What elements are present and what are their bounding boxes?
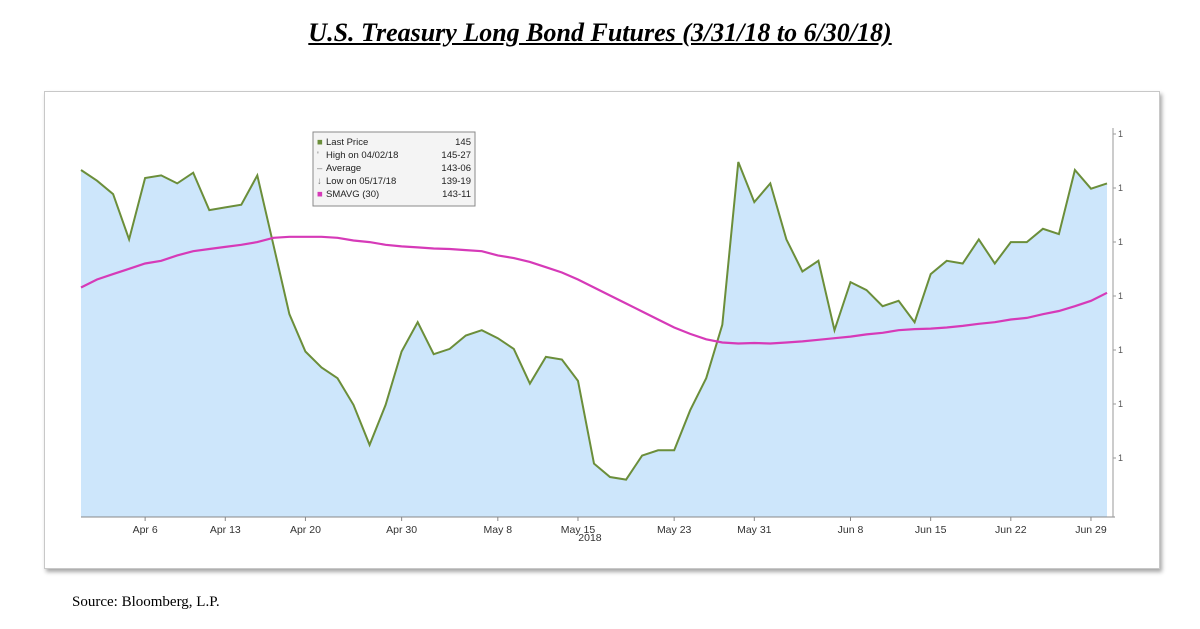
legend-marker-icon: ■	[317, 189, 323, 200]
x-tick-label: May 15	[561, 524, 596, 536]
x-tick-label: May 31	[737, 524, 772, 536]
legend-marker-icon: ↓	[317, 176, 322, 187]
plot-area	[80, 161, 1108, 517]
price-chart: Apr 6 Apr 13 Apr 20 Apr 30 May 8 May 15 May 23…	[80, 128, 1123, 544]
legend-value: 139-19	[441, 176, 471, 187]
legend-label: High on 04/02/18	[326, 150, 398, 161]
legend: ■ Last Price 145' High on 04/02/18 145-27– Av…	[312, 131, 476, 207]
x-tick-label: Apr 20	[290, 524, 321, 536]
legend-marker-icon: ■	[317, 137, 323, 148]
x-tick-label: Apr 13	[210, 524, 241, 536]
legend-box	[312, 131, 476, 207]
legend-label: Low on 05/17/18	[326, 176, 396, 187]
last-price-area	[81, 162, 1107, 517]
chart-frame: Apr 6 Apr 13 Apr 20 Apr 30 May 8 May 15 May 23…	[44, 91, 1160, 569]
legend-marker-icon: '	[317, 150, 319, 161]
smavg-line	[80, 235, 1108, 345]
right-tick-label: 1	[1118, 399, 1123, 409]
legend-label: Last Price	[326, 137, 368, 148]
right-tick-label: 1	[1118, 453, 1123, 463]
legend-label: Average	[326, 163, 361, 174]
right-tick-label: 1	[1118, 183, 1123, 193]
x-tick-label: Apr 30	[386, 524, 417, 536]
legend-marker-icon: –	[317, 163, 323, 174]
x-tick-label: Jun 8	[838, 524, 864, 536]
page-title: U.S. Treasury Long Bond Futures (3/31/18…	[308, 18, 892, 47]
x-axis-year-label: 2018	[578, 532, 602, 544]
right-tick-label: 1	[1118, 129, 1123, 139]
source-note: Source: Bloomberg, L.P.	[72, 594, 220, 610]
x-axis: Apr 6 Apr 13 Apr 20 Apr 30 May 8 May 15 May 23…	[81, 516, 1115, 544]
last-price-line	[80, 161, 1108, 481]
right-axis: 1 1 1 1 1 1 1	[1112, 128, 1123, 517]
legend-value: 143-06	[441, 163, 471, 174]
x-tick-label: Jun 22	[995, 524, 1027, 536]
x-tick-label: Jun 15	[915, 524, 947, 536]
legend-label: SMAVG (30)	[326, 189, 379, 200]
right-tick-label: 1	[1118, 345, 1123, 355]
right-tick-label: 1	[1118, 291, 1123, 301]
legend-value: 143-11	[442, 189, 471, 200]
legend-value: 145-27	[441, 150, 471, 161]
x-tick-label: May 8	[484, 524, 513, 536]
right-tick-label: 1	[1118, 237, 1123, 247]
x-tick-label: Jun 29	[1075, 524, 1107, 536]
legend-value: 145	[455, 137, 471, 148]
x-tick-label: Apr 6	[133, 524, 158, 536]
x-tick-label: May 23	[657, 524, 692, 536]
